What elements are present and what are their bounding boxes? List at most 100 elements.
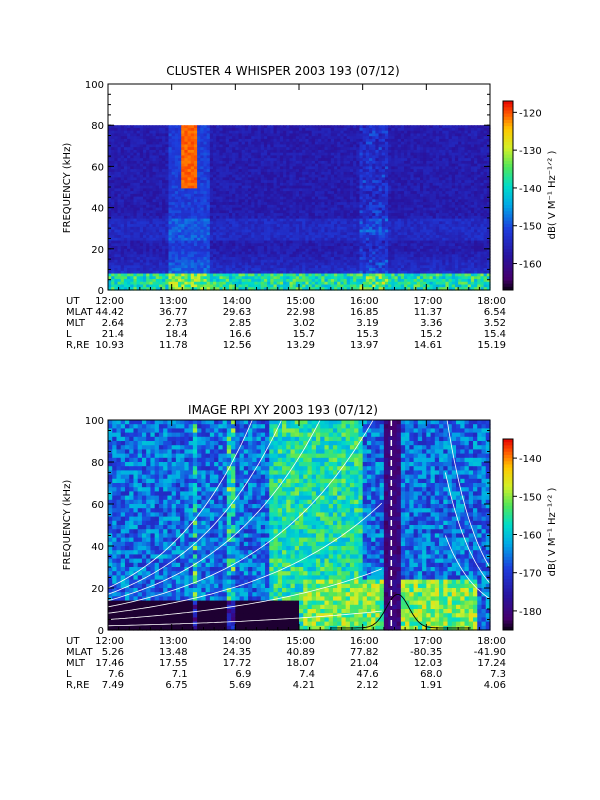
ephemeris-value: 2.73 <box>165 318 187 329</box>
overlay-curve <box>108 568 382 620</box>
colorbar-swatch <box>503 255 513 259</box>
colorbar-swatch <box>503 176 513 181</box>
ephemeris-value: 68.0 <box>420 669 442 680</box>
y-tick-label: 100 <box>85 416 104 427</box>
ephemeris-value: 44.42 <box>95 307 124 318</box>
colorbar-swatch <box>503 544 513 548</box>
y-tick-label: 80 <box>91 458 104 469</box>
colorbar-swatch <box>503 157 513 162</box>
colorbar-swatch <box>503 220 513 225</box>
overlay-curve <box>445 472 490 584</box>
colorbar-swatch <box>503 550 513 555</box>
y-tick-label: 100 <box>85 80 104 91</box>
ephemeris-value: 47.6 <box>356 669 378 680</box>
panel1-spectrogram <box>108 125 491 291</box>
ephemeris-value: -80.35 <box>410 647 442 658</box>
ephemeris-value: 24.35 <box>223 647 252 658</box>
panel2-ylabel: FREQUENCY (kHz) <box>62 480 73 571</box>
colorbar-swatch <box>503 192 513 196</box>
ephemeris-value: 4.21 <box>293 680 315 691</box>
colorbar-swatch <box>503 610 513 615</box>
colorbar-swatch <box>503 274 513 278</box>
colorbar-swatch <box>503 151 513 156</box>
colorbar-swatch <box>503 129 513 133</box>
colorbar-swatch <box>503 101 513 105</box>
ephemeris-value: 6.9 <box>235 669 251 680</box>
colorbar-swatch <box>503 439 513 443</box>
ephemeris-value: 15.19 <box>477 340 506 351</box>
colorbar-swatch <box>503 135 513 140</box>
ephemeris-value: 7.1 <box>172 669 188 680</box>
ephemeris-value: 6.75 <box>165 680 187 691</box>
colorbar-swatch <box>503 223 513 228</box>
ephemeris-value: 7.3 <box>490 669 506 680</box>
colorbar-swatch <box>503 448 513 453</box>
colorbar-swatch <box>503 623 513 628</box>
colorbar-swatch <box>503 261 513 266</box>
ephemeris-value: 17.55 <box>159 658 188 669</box>
ephemeris-value: 3.36 <box>420 318 442 329</box>
colorbar-swatch <box>503 148 513 152</box>
colorbar-swatch <box>503 217 513 222</box>
colorbar-swatch <box>503 236 513 241</box>
colorbar-swatch <box>503 442 513 446</box>
ephemeris-value: 21.04 <box>350 658 379 669</box>
ephemeris-value: 18:00 <box>477 636 506 647</box>
y-tick-label: 0 <box>98 626 104 637</box>
colorbar-swatch <box>503 204 513 209</box>
ephemeris-value: 16.85 <box>350 307 379 318</box>
ephemeris-value: 15.2 <box>420 329 442 340</box>
colorbar-swatch <box>503 534 513 539</box>
colorbar-swatch <box>503 502 513 507</box>
ephemeris-value: 16.6 <box>229 329 251 340</box>
colorbar-tick-label: -160 <box>519 260 542 271</box>
ephemeris-value: 17:00 <box>414 296 443 307</box>
colorbar-swatch <box>503 607 513 612</box>
ephemeris-value: 15.4 <box>484 329 506 340</box>
colorbar-swatch <box>503 553 513 558</box>
y-tick-label: 20 <box>91 245 104 256</box>
ephemeris-value: 12:00 <box>95 296 124 307</box>
ephemeris-row-label: R,RE <box>66 680 89 691</box>
overlay-curve <box>446 420 490 568</box>
colorbar-swatch <box>503 601 513 606</box>
ephemeris-value: 5.69 <box>229 680 251 691</box>
ephemeris-value: 2.64 <box>102 318 124 329</box>
colorbar-swatch <box>503 182 513 187</box>
colorbar-swatch <box>503 242 513 247</box>
colorbar-swatch <box>503 594 513 599</box>
ephemeris-row-label: UT <box>66 296 80 307</box>
colorbar-swatch <box>503 233 513 237</box>
colorbar-swatch <box>503 537 513 542</box>
colorbar-tick-label: -150 <box>519 222 542 233</box>
colorbar-swatch <box>503 474 513 478</box>
colorbar-swatch <box>503 211 513 215</box>
ephemeris-value: 12:00 <box>95 636 124 647</box>
colorbar-swatch <box>503 280 513 285</box>
colorbar-swatch <box>503 572 513 577</box>
colorbar-tick-label: -160 <box>519 531 542 542</box>
colorbar-swatch <box>503 267 513 272</box>
colorbar-swatch <box>503 579 513 583</box>
ephemeris-value: 6.54 <box>484 307 506 318</box>
ephemeris-value: 17.46 <box>95 658 124 669</box>
colorbar-swatch <box>503 588 513 593</box>
colorbar-swatch <box>503 598 513 602</box>
ephemeris-value: 18.07 <box>286 658 315 669</box>
colorbar-swatch <box>503 123 513 127</box>
colorbar-swatch <box>503 110 513 115</box>
ephemeris-value: 36.77 <box>159 307 188 318</box>
y-tick-label: 20 <box>91 584 104 595</box>
colorbar-swatch <box>503 286 513 291</box>
colorbar-swatch <box>503 563 513 567</box>
colorbar-swatch <box>503 160 513 165</box>
ephemeris-value: 15:00 <box>286 636 315 647</box>
colorbar-swatch <box>503 540 513 545</box>
colorbar-swatch <box>503 617 513 621</box>
colorbar-swatch <box>503 620 513 625</box>
colorbar-swatch <box>503 509 513 513</box>
colorbar-swatch <box>503 116 513 121</box>
colorbar-swatch <box>503 521 513 526</box>
ephemeris-value: 16:00 <box>350 296 379 307</box>
